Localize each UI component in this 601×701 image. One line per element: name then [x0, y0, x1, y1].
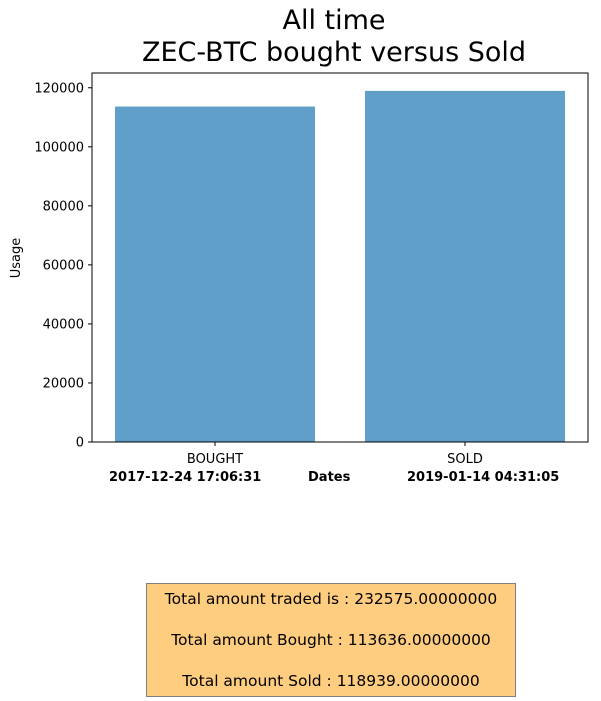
y-tick-label: 100000	[34, 140, 84, 155]
x-tick-label-bought: BOUGHT	[187, 452, 243, 467]
y-tick-label: 0	[76, 436, 84, 451]
y-tick-label: 60000	[43, 258, 84, 273]
y-tick-label: 120000	[34, 81, 84, 96]
bar-bought	[115, 106, 315, 442]
left-date-annotation: 2017-12-24 17:06:31	[109, 470, 262, 485]
chart-title-line-2: ZEC-BTC bought versus Sold	[141, 37, 527, 68]
bar-chart: 0 20000 40000 60000 80000 100000 120000 BOUGHT…	[9, 72, 589, 467]
y-tick-label: 20000	[43, 376, 84, 391]
chart-title-line-1: All time	[282, 5, 386, 36]
x-tick-label-sold: SOLD	[447, 452, 483, 467]
y-tick-label: 80000	[43, 199, 84, 214]
y-axis-label: Usage	[9, 238, 24, 279]
right-date-annotation: 2019-01-14 04:31:05	[407, 470, 560, 485]
total-sold-text: Total amount Sold : 118939.00000000	[182, 672, 480, 690]
dates-axis-label: Dates	[308, 470, 351, 485]
bar-sold	[365, 90, 565, 442]
total-traded-text: Total amount traded is : 232575.00000000	[164, 590, 498, 608]
plot-frame	[91, 72, 589, 443]
y-tick-label: 40000	[43, 317, 84, 332]
summary-box: Total amount traded is : 232575.00000000…	[146, 583, 516, 697]
total-bought-text: Total amount Bought : 113636.00000000	[171, 631, 491, 649]
